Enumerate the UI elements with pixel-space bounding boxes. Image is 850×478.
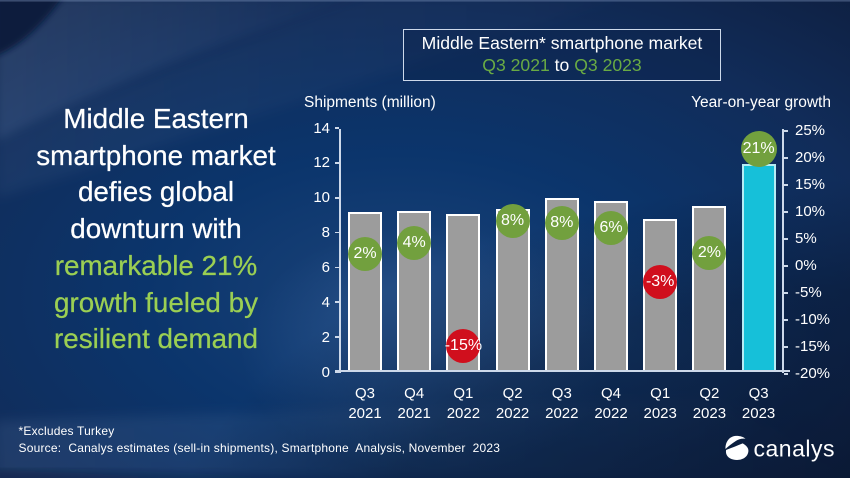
svg-text:canalys: canalys [754,436,835,462]
